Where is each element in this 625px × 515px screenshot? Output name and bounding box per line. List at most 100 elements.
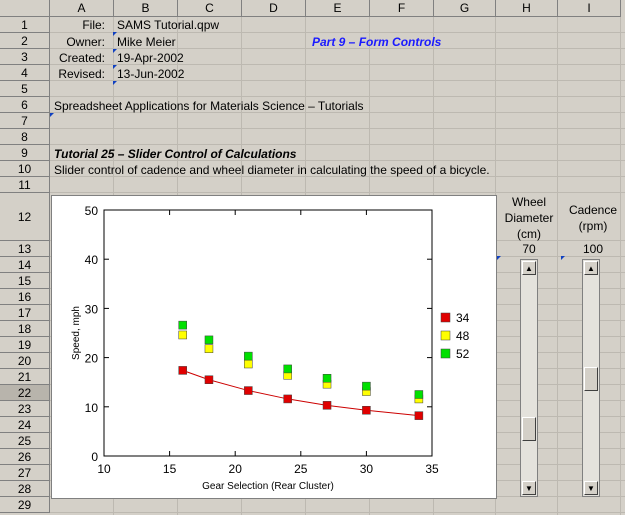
- row-header-18[interactable]: 18: [0, 321, 50, 337]
- row-header-8[interactable]: 8: [0, 129, 50, 145]
- note-marker: [50, 113, 54, 117]
- column-header-c[interactable]: C: [178, 0, 242, 17]
- row-header-5[interactable]: 5: [0, 81, 50, 97]
- cadence-value: 100: [582, 242, 604, 256]
- wheel-slider-thumb[interactable]: [522, 417, 536, 441]
- legend-swatch-34: [440, 312, 451, 323]
- cadence-slider-thumb[interactable]: [584, 367, 598, 391]
- row-header-29[interactable]: 29: [0, 497, 50, 513]
- data-point-52: [283, 364, 292, 374]
- row-header-23[interactable]: 23: [0, 401, 50, 417]
- data-point-48: [204, 344, 214, 353]
- row-header-21[interactable]: 21: [0, 369, 50, 385]
- grid-line: [50, 176, 625, 177]
- select-all-corner[interactable]: [0, 0, 50, 17]
- column-header-f[interactable]: F: [370, 0, 434, 17]
- legend-label-52: 52: [456, 347, 470, 361]
- x-tick-label: 20: [229, 462, 243, 476]
- grid-line: [50, 160, 625, 161]
- part-title: Part 9 – Form Controls: [312, 35, 442, 49]
- row-header-1[interactable]: 1: [0, 17, 50, 33]
- grid-line: [50, 144, 625, 145]
- legend-swatch-48: [440, 330, 451, 341]
- column-header-d[interactable]: D: [242, 0, 306, 17]
- grid-line: [50, 112, 625, 113]
- column-header-e[interactable]: E: [306, 0, 370, 17]
- wheel-value: 70: [522, 242, 536, 256]
- column-header-a[interactable]: A: [50, 0, 114, 17]
- grid-line: [50, 32, 625, 33]
- created-value[interactable]: 19-Apr-2002: [117, 51, 184, 65]
- data-point-52: [244, 351, 253, 361]
- wheel-diameter-slider[interactable]: ▲ ▼: [520, 259, 538, 497]
- row-header-16[interactable]: 16: [0, 289, 50, 305]
- row-header-26[interactable]: 26: [0, 449, 50, 465]
- x-axis-label: Gear Selection (Rear Cluster): [202, 481, 334, 492]
- data-point-52: [178, 320, 187, 330]
- legend-label-34: 34: [456, 311, 470, 325]
- row-header-6[interactable]: 6: [0, 97, 50, 113]
- y-tick-label: 50: [85, 204, 99, 218]
- grid-line: [50, 96, 625, 97]
- scroll-up-button[interactable]: ▲: [522, 261, 536, 275]
- scroll-up-button[interactable]: ▲: [584, 261, 598, 275]
- grid-line: [50, 80, 625, 81]
- scroll-down-button[interactable]: ▼: [584, 481, 598, 495]
- wheel-label-2: Diameter: [504, 211, 554, 225]
- data-point-52: [204, 335, 214, 345]
- row-header-11[interactable]: 11: [0, 177, 50, 193]
- column-header-g[interactable]: G: [434, 0, 496, 17]
- legend-swatch-52: [440, 348, 451, 359]
- file-value[interactable]: SAMS Tutorial.qpw: [117, 18, 220, 32]
- row-header-17[interactable]: 17: [0, 305, 50, 321]
- row-header-12[interactable]: 12: [0, 193, 50, 241]
- row-header-22[interactable]: 22: [0, 385, 50, 401]
- owner-value[interactable]: Mike Meier: [117, 35, 176, 49]
- column-header-h[interactable]: H: [496, 0, 558, 17]
- row-header-10[interactable]: 10: [0, 161, 50, 177]
- row-header-19[interactable]: 19: [0, 337, 50, 353]
- note-marker: [561, 256, 565, 260]
- data-point-34: [178, 366, 187, 375]
- row-header-7[interactable]: 7: [0, 113, 50, 129]
- data-point-52: [362, 381, 371, 391]
- y-tick-label: 20: [85, 352, 99, 366]
- row-header-24[interactable]: 24: [0, 417, 50, 433]
- speed-chart[interactable]: 10 15 20 25 30 35 0 10 20 30 40 50 Gear Selection (R…: [51, 195, 497, 499]
- row-header-3[interactable]: 3: [0, 49, 50, 65]
- grid-line: [50, 128, 625, 129]
- data-point-34: [204, 375, 214, 384]
- row-header-25[interactable]: 25: [0, 433, 50, 449]
- data-point-34: [283, 394, 292, 404]
- column-header-i[interactable]: I: [558, 0, 621, 17]
- x-tick-label: 30: [360, 462, 374, 476]
- legend-label-48: 48: [456, 329, 470, 343]
- note-marker: [113, 65, 117, 69]
- revised-value[interactable]: 13-Jun-2002: [117, 67, 185, 81]
- owner-label: Owner:: [66, 35, 105, 49]
- y-axis-label: Speed, mph: [71, 306, 82, 360]
- y-tick-label: 30: [85, 302, 99, 316]
- row-header-2[interactable]: 2: [0, 33, 50, 49]
- created-label: Created:: [58, 51, 105, 65]
- data-point-48: [244, 359, 253, 369]
- row-header-28[interactable]: 28: [0, 481, 50, 497]
- cadence-label-2: (rpm): [578, 219, 608, 233]
- column-header-b[interactable]: B: [114, 0, 178, 17]
- x-tick-label: 25: [294, 462, 308, 476]
- scroll-down-button[interactable]: ▼: [522, 481, 536, 495]
- cadence-label-1: Cadence: [568, 203, 618, 217]
- cadence-slider[interactable]: ▲ ▼: [582, 259, 600, 497]
- row-header-15[interactable]: 15: [0, 273, 50, 289]
- row-header-20[interactable]: 20: [0, 353, 50, 369]
- row-header-27[interactable]: 27: [0, 465, 50, 481]
- row-header-13[interactable]: 13: [0, 241, 50, 257]
- row-header-4[interactable]: 4: [0, 65, 50, 81]
- grid-line: [50, 48, 625, 49]
- note-marker: [497, 256, 501, 260]
- revised-label: Revised:: [58, 67, 105, 81]
- row-header-9[interactable]: 9: [0, 145, 50, 161]
- data-point-48: [178, 330, 187, 340]
- row-header-14[interactable]: 14: [0, 257, 50, 273]
